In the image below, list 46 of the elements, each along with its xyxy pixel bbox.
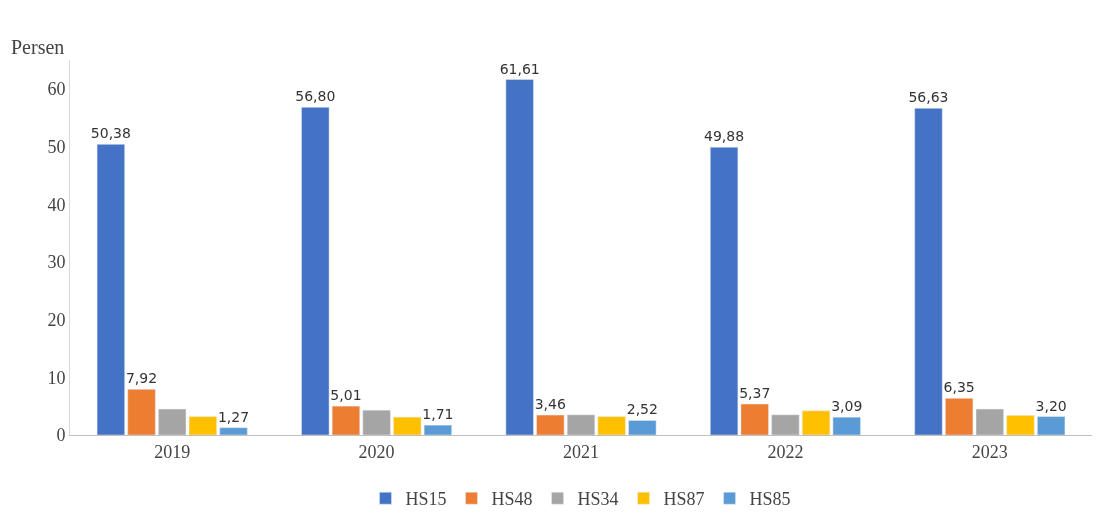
- y-tick-label: 0: [56, 425, 66, 446]
- y-tick-label: 50: [47, 136, 66, 157]
- legend-label: HS34: [577, 489, 619, 510]
- y-tick-label: 10: [47, 367, 66, 388]
- y-tick-label: 60: [47, 79, 66, 100]
- data-label: 3,20: [1035, 397, 1067, 414]
- x-tick-label: 2021: [563, 441, 599, 462]
- bar: [96, 144, 125, 435]
- data-label: 1,71: [422, 406, 454, 423]
- bar: [1006, 415, 1035, 435]
- data-label: 61,61: [499, 60, 540, 77]
- bar: [597, 416, 626, 435]
- y-tick-label: 40: [47, 194, 66, 215]
- y-tick-label: 20: [47, 309, 66, 330]
- x-tick-label: 2022: [767, 441, 804, 462]
- data-label: 49,88: [704, 128, 745, 145]
- data-label: 2,52: [626, 401, 658, 418]
- y-tick-label: 30: [47, 252, 66, 273]
- legend-label: HS85: [749, 489, 791, 510]
- data-label: 5,01: [330, 387, 362, 404]
- data-label: 5,37: [739, 385, 771, 402]
- bar: [362, 409, 391, 435]
- data-label: 50,38: [90, 125, 131, 142]
- data-label: 1,27: [217, 408, 250, 425]
- data-label: 7,92: [125, 370, 158, 387]
- legend-label: HS15: [405, 489, 447, 510]
- bar: [219, 427, 248, 435]
- bar: [505, 79, 534, 435]
- x-tick-label: 2020: [358, 441, 395, 462]
- data-label: 56,63: [908, 89, 949, 106]
- data-label: 3,09: [831, 398, 863, 415]
- data-label: 6,35: [943, 379, 975, 396]
- bar: [628, 420, 657, 435]
- x-tick-label: 2019: [154, 441, 191, 462]
- y-axis-title: Persen: [11, 36, 65, 58]
- data-label: 56,80: [295, 88, 336, 105]
- bar: [566, 414, 596, 435]
- legend-label: HS87: [663, 489, 705, 510]
- legend-label: HS48: [491, 489, 533, 510]
- bar: [914, 108, 943, 435]
- bar: [1037, 416, 1066, 435]
- bar: [536, 414, 565, 435]
- x-tick-label: 2023: [971, 441, 1008, 462]
- bar: [127, 389, 156, 435]
- bar: [771, 414, 800, 435]
- data-label: 3,46: [534, 396, 566, 413]
